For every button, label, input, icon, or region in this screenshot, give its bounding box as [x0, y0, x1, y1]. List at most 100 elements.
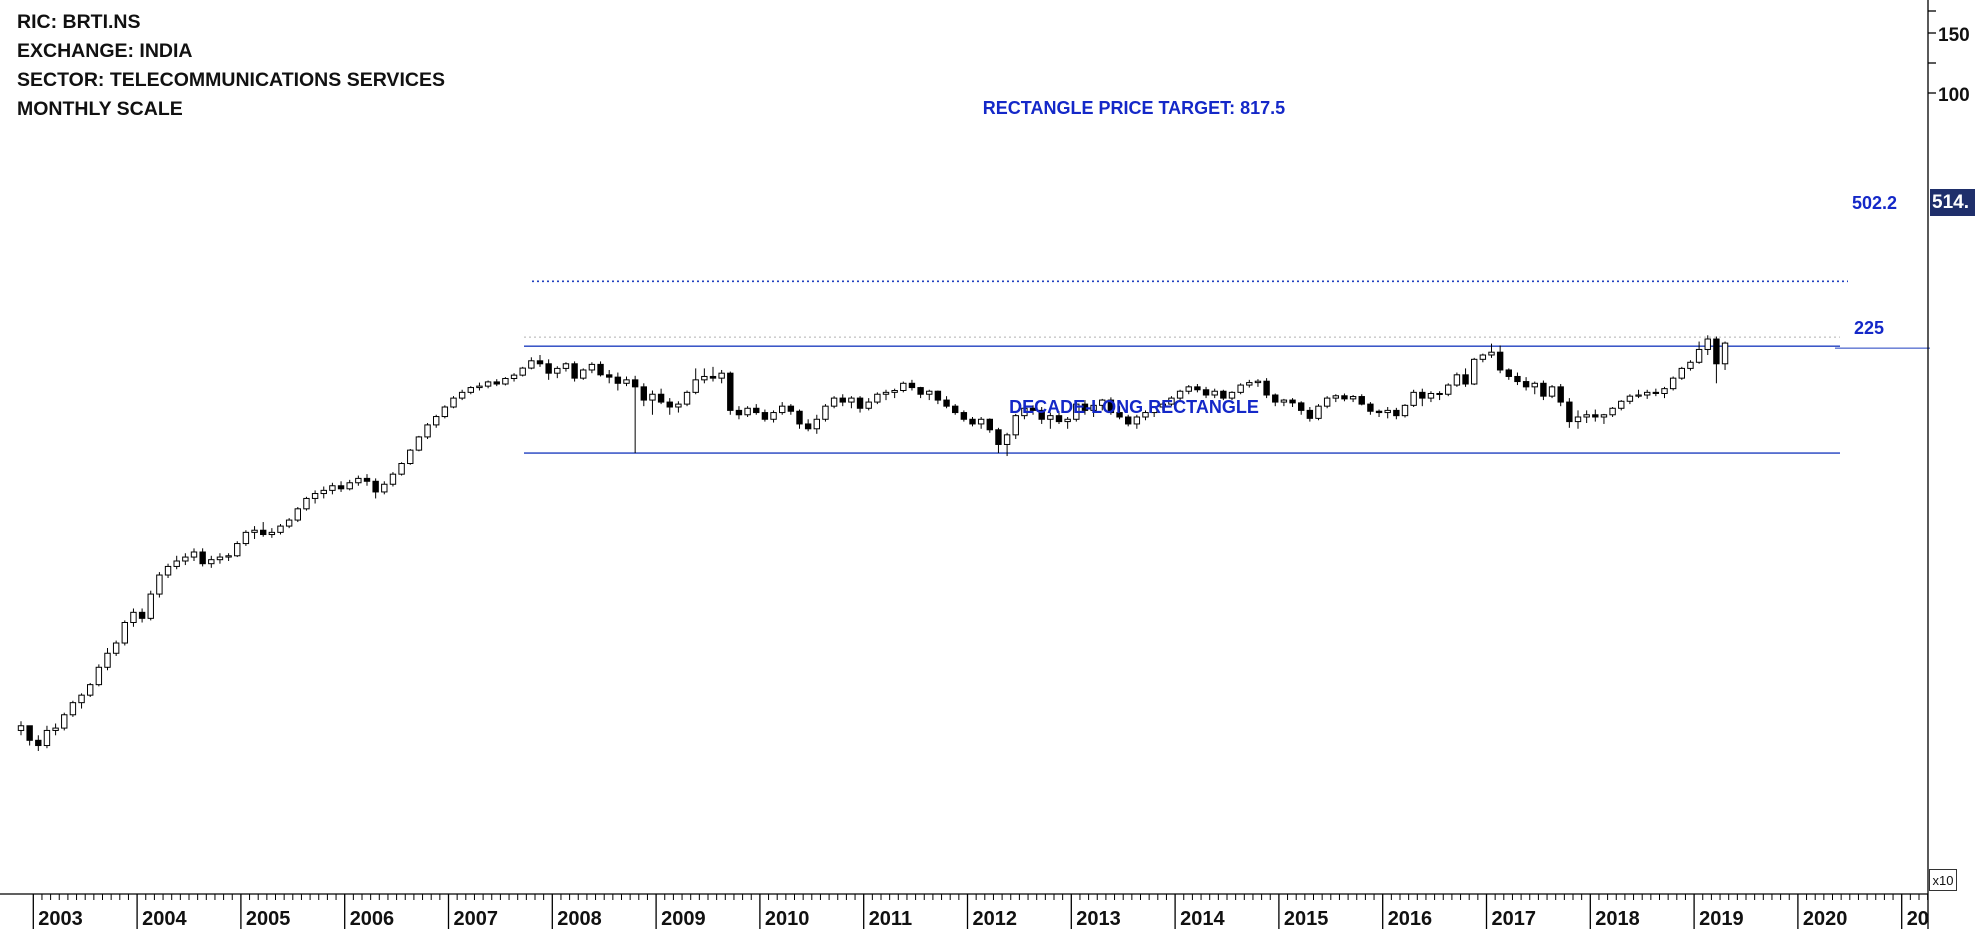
candle-up	[1669, 377, 1677, 390]
candle-up	[320, 489, 327, 495]
x-tick-label: 2010	[765, 908, 810, 929]
candle-up	[744, 407, 751, 416]
x-tick-label: 2012	[973, 908, 1018, 929]
candle-up	[208, 559, 215, 565]
candle-up	[519, 367, 526, 376]
candle-up	[1531, 382, 1538, 388]
candle-up	[1626, 395, 1634, 402]
x-tick-label: 20	[1907, 908, 1929, 929]
candle-down	[640, 386, 647, 401]
candle-down	[1713, 338, 1720, 365]
candle-down	[614, 376, 622, 384]
candle-down	[796, 410, 803, 425]
candle-up	[562, 363, 570, 369]
candles	[17, 335, 1729, 751]
x-tick-label: 2005	[246, 908, 291, 929]
candle-down	[1081, 403, 1089, 411]
candle-down	[952, 405, 959, 414]
candle-up	[1600, 414, 1608, 418]
candle-up	[683, 391, 691, 405]
x-tick-label: 2015	[1284, 908, 1329, 929]
candle-down	[960, 412, 968, 420]
zoom-button[interactable]: x10	[1929, 869, 1957, 891]
candle-up	[52, 727, 59, 731]
candle-up	[346, 482, 353, 490]
candle-up	[1453, 374, 1461, 386]
candle-up	[87, 684, 94, 696]
candle-up	[1678, 367, 1685, 379]
candle-up	[1384, 409, 1391, 414]
candle-down	[666, 401, 673, 408]
x-tick-label: 2009	[661, 908, 706, 929]
x-tick-label: 2006	[350, 908, 395, 929]
candle-up	[1618, 400, 1625, 409]
candle-up	[277, 525, 284, 533]
candle-up	[389, 473, 397, 485]
candle-down	[1419, 391, 1426, 399]
candle-up	[675, 403, 682, 408]
candle-up	[381, 483, 388, 493]
candle-down	[545, 363, 552, 374]
candle-up	[1635, 394, 1642, 397]
x-tick-label: 2003	[38, 908, 83, 929]
candle-up	[1064, 418, 1071, 423]
candle-up	[1471, 358, 1478, 385]
candle-down	[735, 409, 743, 416]
candle-down	[35, 739, 42, 747]
candle-down	[1367, 403, 1374, 412]
candle-down	[709, 375, 717, 379]
candle-up	[891, 389, 898, 393]
x-tick-label: 2017	[1492, 908, 1537, 929]
candle-up	[502, 377, 509, 385]
candle-down	[804, 423, 812, 430]
candle-up	[830, 397, 838, 407]
candle-up	[822, 405, 829, 420]
candle-up	[182, 556, 189, 562]
candle-down	[1522, 381, 1530, 388]
x-tick-label: 2014	[1180, 908, 1225, 929]
level-lines	[524, 280, 1930, 454]
upper-level-label: 502.2	[1852, 193, 1897, 213]
x-tick-label: 2008	[557, 908, 602, 929]
candle-up	[329, 485, 336, 491]
candle-down	[1436, 392, 1443, 395]
candle-down	[1055, 415, 1063, 423]
candle-down	[856, 397, 864, 409]
candle-down	[1298, 402, 1305, 411]
candle-up	[1332, 395, 1339, 399]
candle-up	[1410, 391, 1417, 406]
candle-down	[571, 363, 578, 379]
candle-up	[355, 477, 362, 484]
candle-up	[1280, 399, 1288, 403]
x-tick-label: 2013	[1076, 908, 1121, 929]
candle-up	[1687, 361, 1694, 369]
candle-up	[147, 593, 154, 619]
candle-down	[995, 429, 1002, 445]
exchange-label: EXCHANGE: INDIA	[17, 40, 193, 62]
candle-down	[1592, 414, 1599, 418]
candle-down	[986, 418, 993, 431]
candle-up	[1185, 386, 1192, 392]
candle-down	[536, 360, 544, 365]
candle-down	[917, 387, 924, 395]
candle-down	[1540, 382, 1547, 397]
candle-down	[1652, 391, 1660, 394]
candle-up	[112, 642, 120, 654]
candle-up	[433, 416, 440, 426]
candle-up	[450, 397, 457, 408]
candle-up	[121, 622, 128, 644]
candle-up	[190, 551, 198, 558]
candle-down	[943, 399, 950, 407]
candle-down	[363, 477, 371, 482]
candle-down	[1514, 375, 1521, 383]
candle-down	[1375, 410, 1383, 414]
candle-up	[95, 666, 103, 686]
candle-down	[908, 382, 916, 389]
candle-down	[1358, 396, 1365, 405]
candle-up	[43, 729, 51, 747]
candle-up	[285, 519, 293, 527]
candle-up	[1168, 397, 1175, 405]
candle-up	[580, 369, 587, 379]
candle-down	[1220, 390, 1227, 399]
